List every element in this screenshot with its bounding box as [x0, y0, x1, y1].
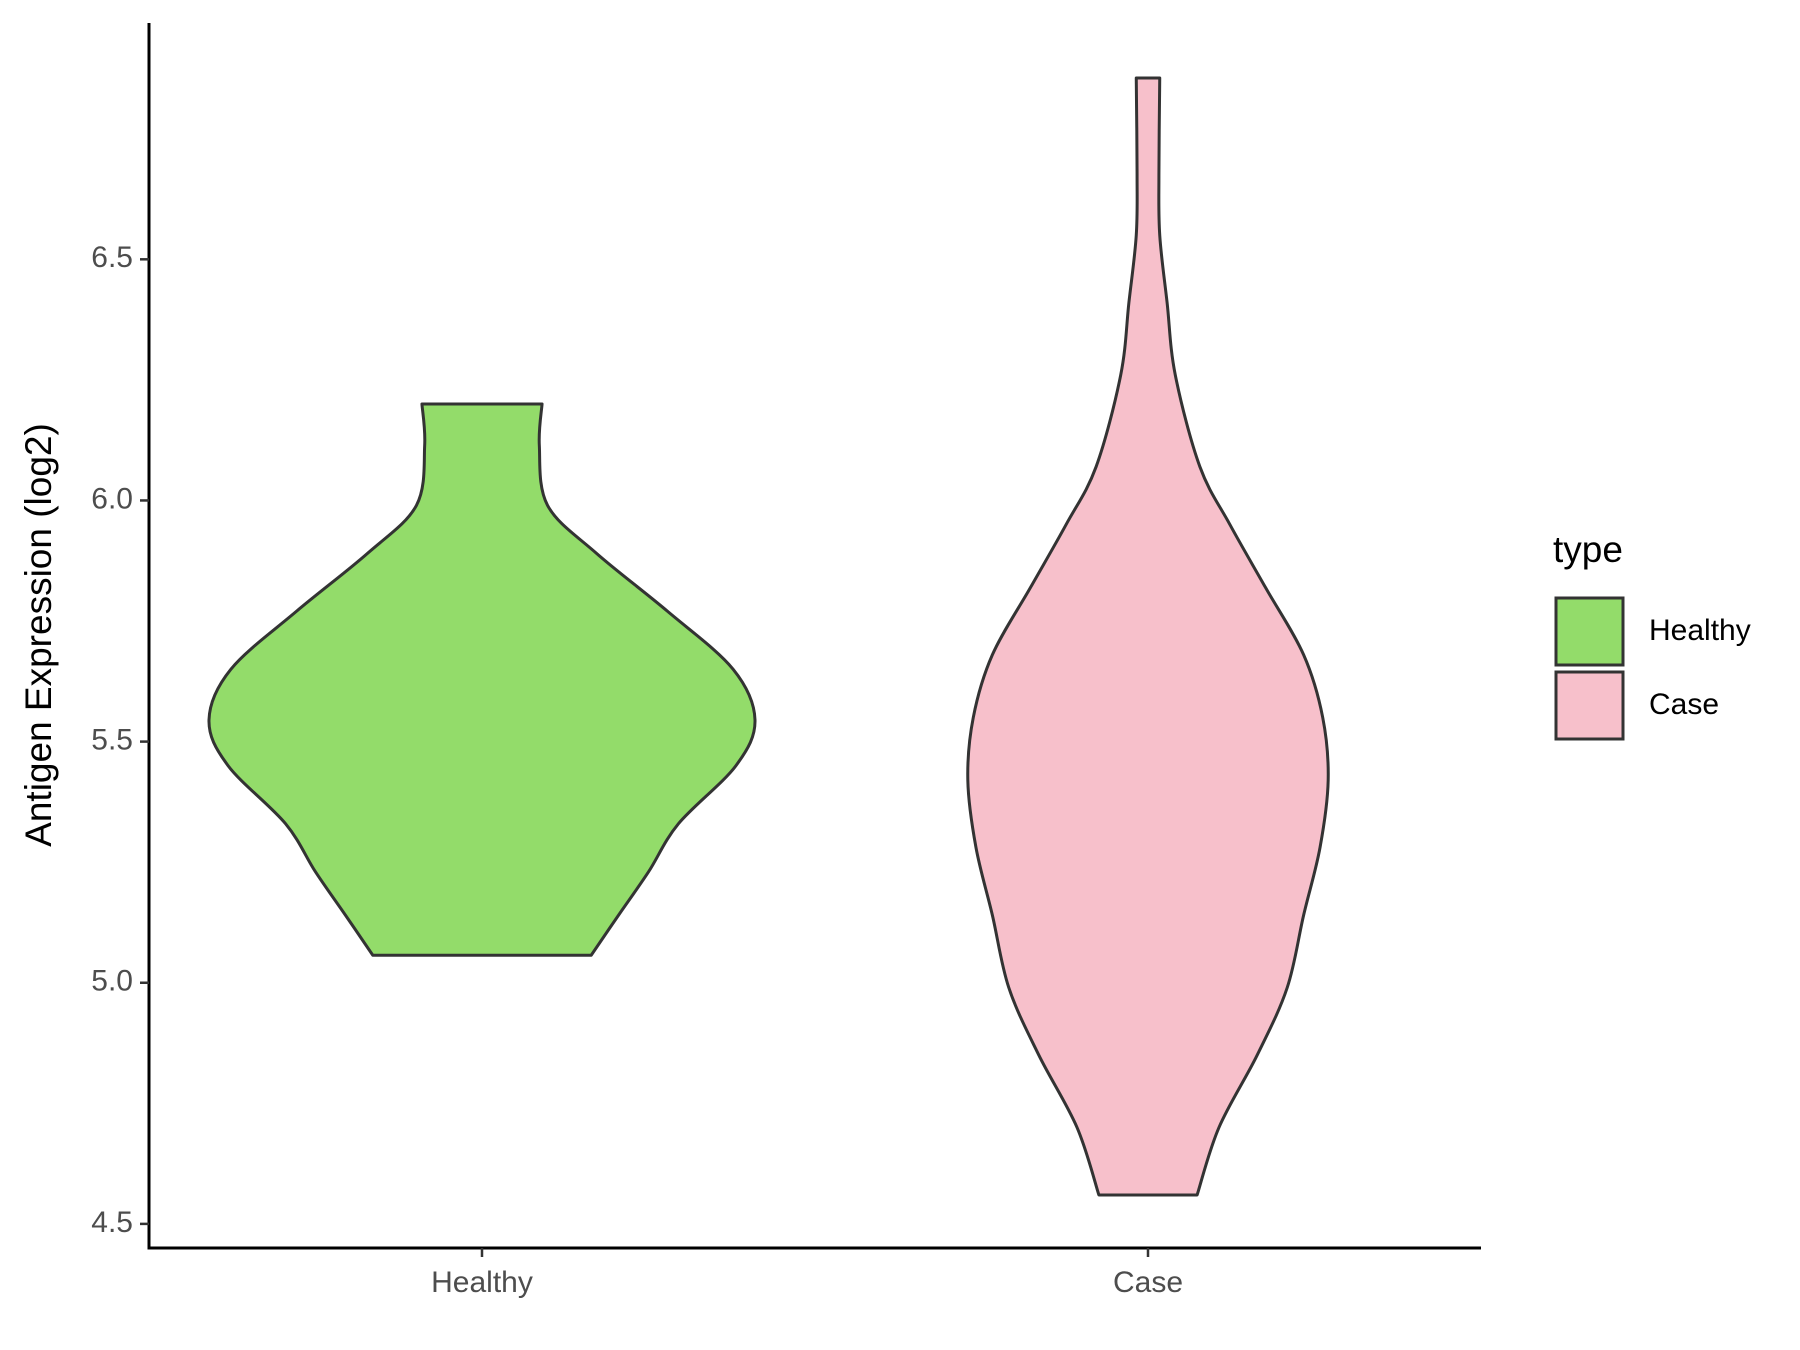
y-tick-label: 5.5 — [91, 724, 133, 757]
violin — [207, 402, 757, 957]
violin — [966, 76, 1330, 1197]
x-tick-label: Healthy — [431, 1266, 533, 1299]
x-tick-label: Case — [1113, 1266, 1183, 1299]
legend-label: Case — [1649, 688, 1719, 721]
legend-label: Healthy — [1649, 614, 1751, 647]
legend-key — [1554, 670, 1625, 741]
legend-key — [1554, 596, 1625, 667]
y-tick-label: 4.5 — [91, 1206, 133, 1239]
y-axis-title: Antigen Expression (log2) — [18, 423, 59, 847]
y-tick-label: 6.5 — [91, 241, 133, 274]
legend-title: type — [1553, 529, 1623, 570]
y-tick-label: 5.0 — [91, 965, 133, 998]
y-tick-label: 6.0 — [91, 482, 133, 515]
